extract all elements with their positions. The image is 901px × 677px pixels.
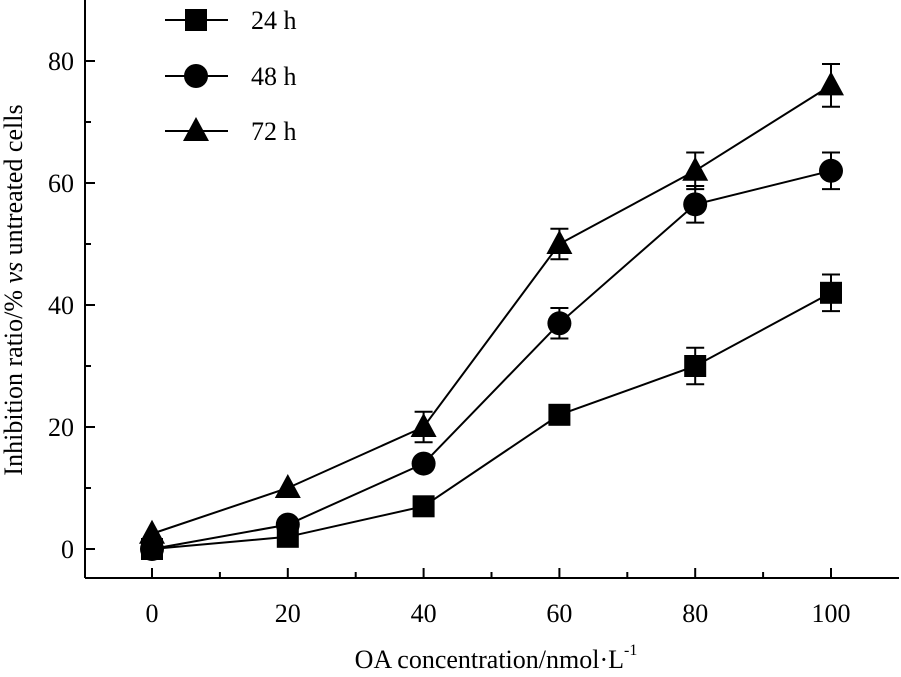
series-line <box>151 169 832 550</box>
x-tick-label: 80 <box>682 599 708 628</box>
data-point <box>548 403 571 426</box>
y-tick-label: 40 <box>48 291 74 320</box>
series-line <box>151 84 832 535</box>
data-point <box>412 495 435 518</box>
y-tick-label: 80 <box>48 47 74 76</box>
series-24h <box>141 273 842 560</box>
x-axis-label: OA concentration/nmol·L-1 <box>355 642 638 674</box>
x-tick-label: 0 <box>146 599 159 628</box>
legend-entry: 72 h <box>165 117 297 146</box>
legend-marker <box>183 117 209 141</box>
data-point <box>410 413 437 437</box>
x-tick-label: 60 <box>546 599 572 628</box>
data-point <box>411 451 436 476</box>
y-tick-label: 0 <box>61 535 74 564</box>
y-tick-label: 60 <box>48 169 74 198</box>
series-line <box>151 291 832 550</box>
data-point <box>818 71 844 96</box>
axes-layer: 0 20 40 60 80 0 20 40 60 80 100 <box>48 0 899 628</box>
series-layer <box>139 63 844 561</box>
legend-entry: 48 h <box>165 62 297 91</box>
series-72h <box>139 63 844 544</box>
x-tick-label: 40 <box>411 599 437 628</box>
data-point <box>820 281 842 304</box>
legend: 24 h 48 h 72 h <box>165 6 297 146</box>
legend-label: 72 h <box>251 117 297 146</box>
data-point <box>682 156 709 181</box>
legend-marker <box>185 9 207 31</box>
legend-label: 48 h <box>251 62 297 91</box>
legend-entry: 24 h <box>165 6 297 35</box>
x-tick-label: 20 <box>275 599 301 628</box>
y-axis-label: Inhibition ratio/% vs untreated cells <box>0 104 28 475</box>
x-tick-label: 100 <box>812 599 851 628</box>
data-point <box>547 311 572 336</box>
legend-marker <box>184 64 208 88</box>
y-tick-label: 20 <box>48 413 74 442</box>
series-48h <box>140 151 843 561</box>
data-point <box>274 474 301 498</box>
data-point <box>275 512 300 537</box>
legend-label: 24 h <box>251 6 297 35</box>
data-point <box>546 230 573 254</box>
data-point <box>684 355 707 377</box>
data-point <box>819 158 843 183</box>
data-point <box>139 519 165 544</box>
data-point <box>683 192 708 217</box>
